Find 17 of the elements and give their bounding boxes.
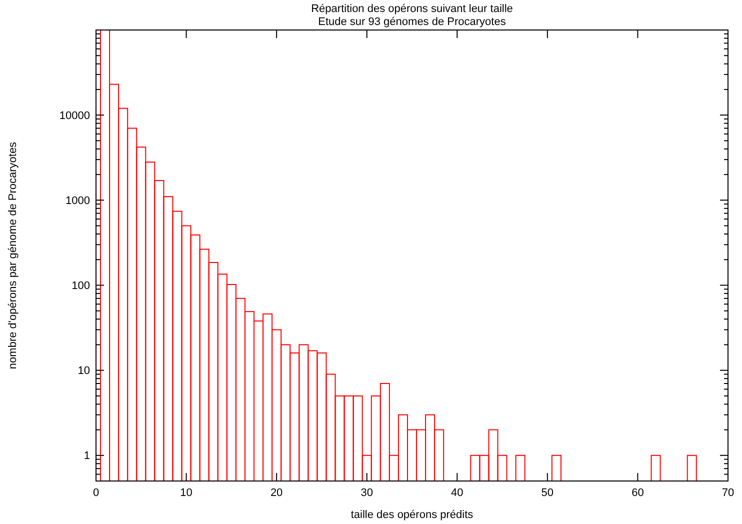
x-tick-label: 40 (451, 487, 464, 499)
x-tick-label: 70 (722, 487, 734, 499)
y-tick-label: 1 (84, 450, 90, 462)
y-tick-label: 10000 (59, 110, 90, 122)
x-tick-label: 30 (360, 487, 373, 499)
chart-title: Répartition des opérons suivant leur taille (311, 3, 513, 15)
y-tick-label: 10 (78, 365, 90, 378)
x-tick-label: 60 (632, 487, 644, 499)
x-tick-label: 10 (180, 487, 192, 499)
x-axis-title: taille des opérons prédits (350, 509, 474, 521)
chart-subtitle: Etude sur 93 génomes de Procaryotes (318, 16, 506, 28)
y-axis-title: nombre d'opérons par génome de Procaryotes (7, 141, 19, 370)
x-tick-label: 0 (92, 487, 100, 499)
y-tick-label: 1000 (66, 195, 90, 208)
y-tick-label: 100 (72, 280, 90, 292)
x-tick-label: 20 (270, 487, 283, 499)
x-tick-label: 50 (541, 487, 554, 499)
